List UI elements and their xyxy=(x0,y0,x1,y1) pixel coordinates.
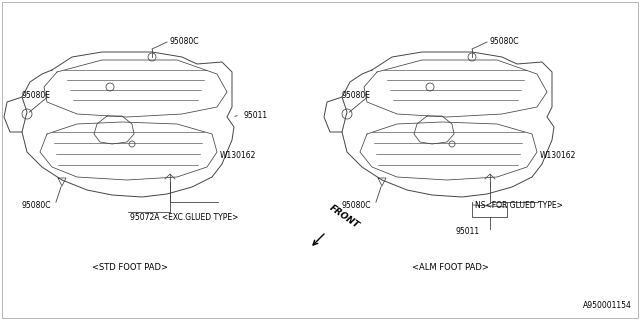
Text: 95080C: 95080C xyxy=(490,37,520,46)
Text: W130162: W130162 xyxy=(540,150,577,159)
Text: 95011: 95011 xyxy=(455,228,479,236)
Text: 95011: 95011 xyxy=(243,110,267,119)
Text: A950001154: A950001154 xyxy=(583,301,632,310)
Text: 95080E: 95080E xyxy=(22,91,51,100)
Text: 95080C: 95080C xyxy=(342,201,371,210)
Text: 95080C: 95080C xyxy=(170,37,200,46)
Text: 95072A <EXC.GLUED TYPE>: 95072A <EXC.GLUED TYPE> xyxy=(130,213,238,222)
Text: W130162: W130162 xyxy=(220,150,257,159)
Text: <STD FOOT PAD>: <STD FOOT PAD> xyxy=(92,263,168,272)
Text: FRONT: FRONT xyxy=(328,203,361,230)
Text: 95080E: 95080E xyxy=(342,91,371,100)
Text: NS<FOR GLUED TYPE>: NS<FOR GLUED TYPE> xyxy=(475,201,563,210)
Text: 95080C: 95080C xyxy=(22,201,51,210)
Text: <ALM FOOT PAD>: <ALM FOOT PAD> xyxy=(412,263,488,272)
